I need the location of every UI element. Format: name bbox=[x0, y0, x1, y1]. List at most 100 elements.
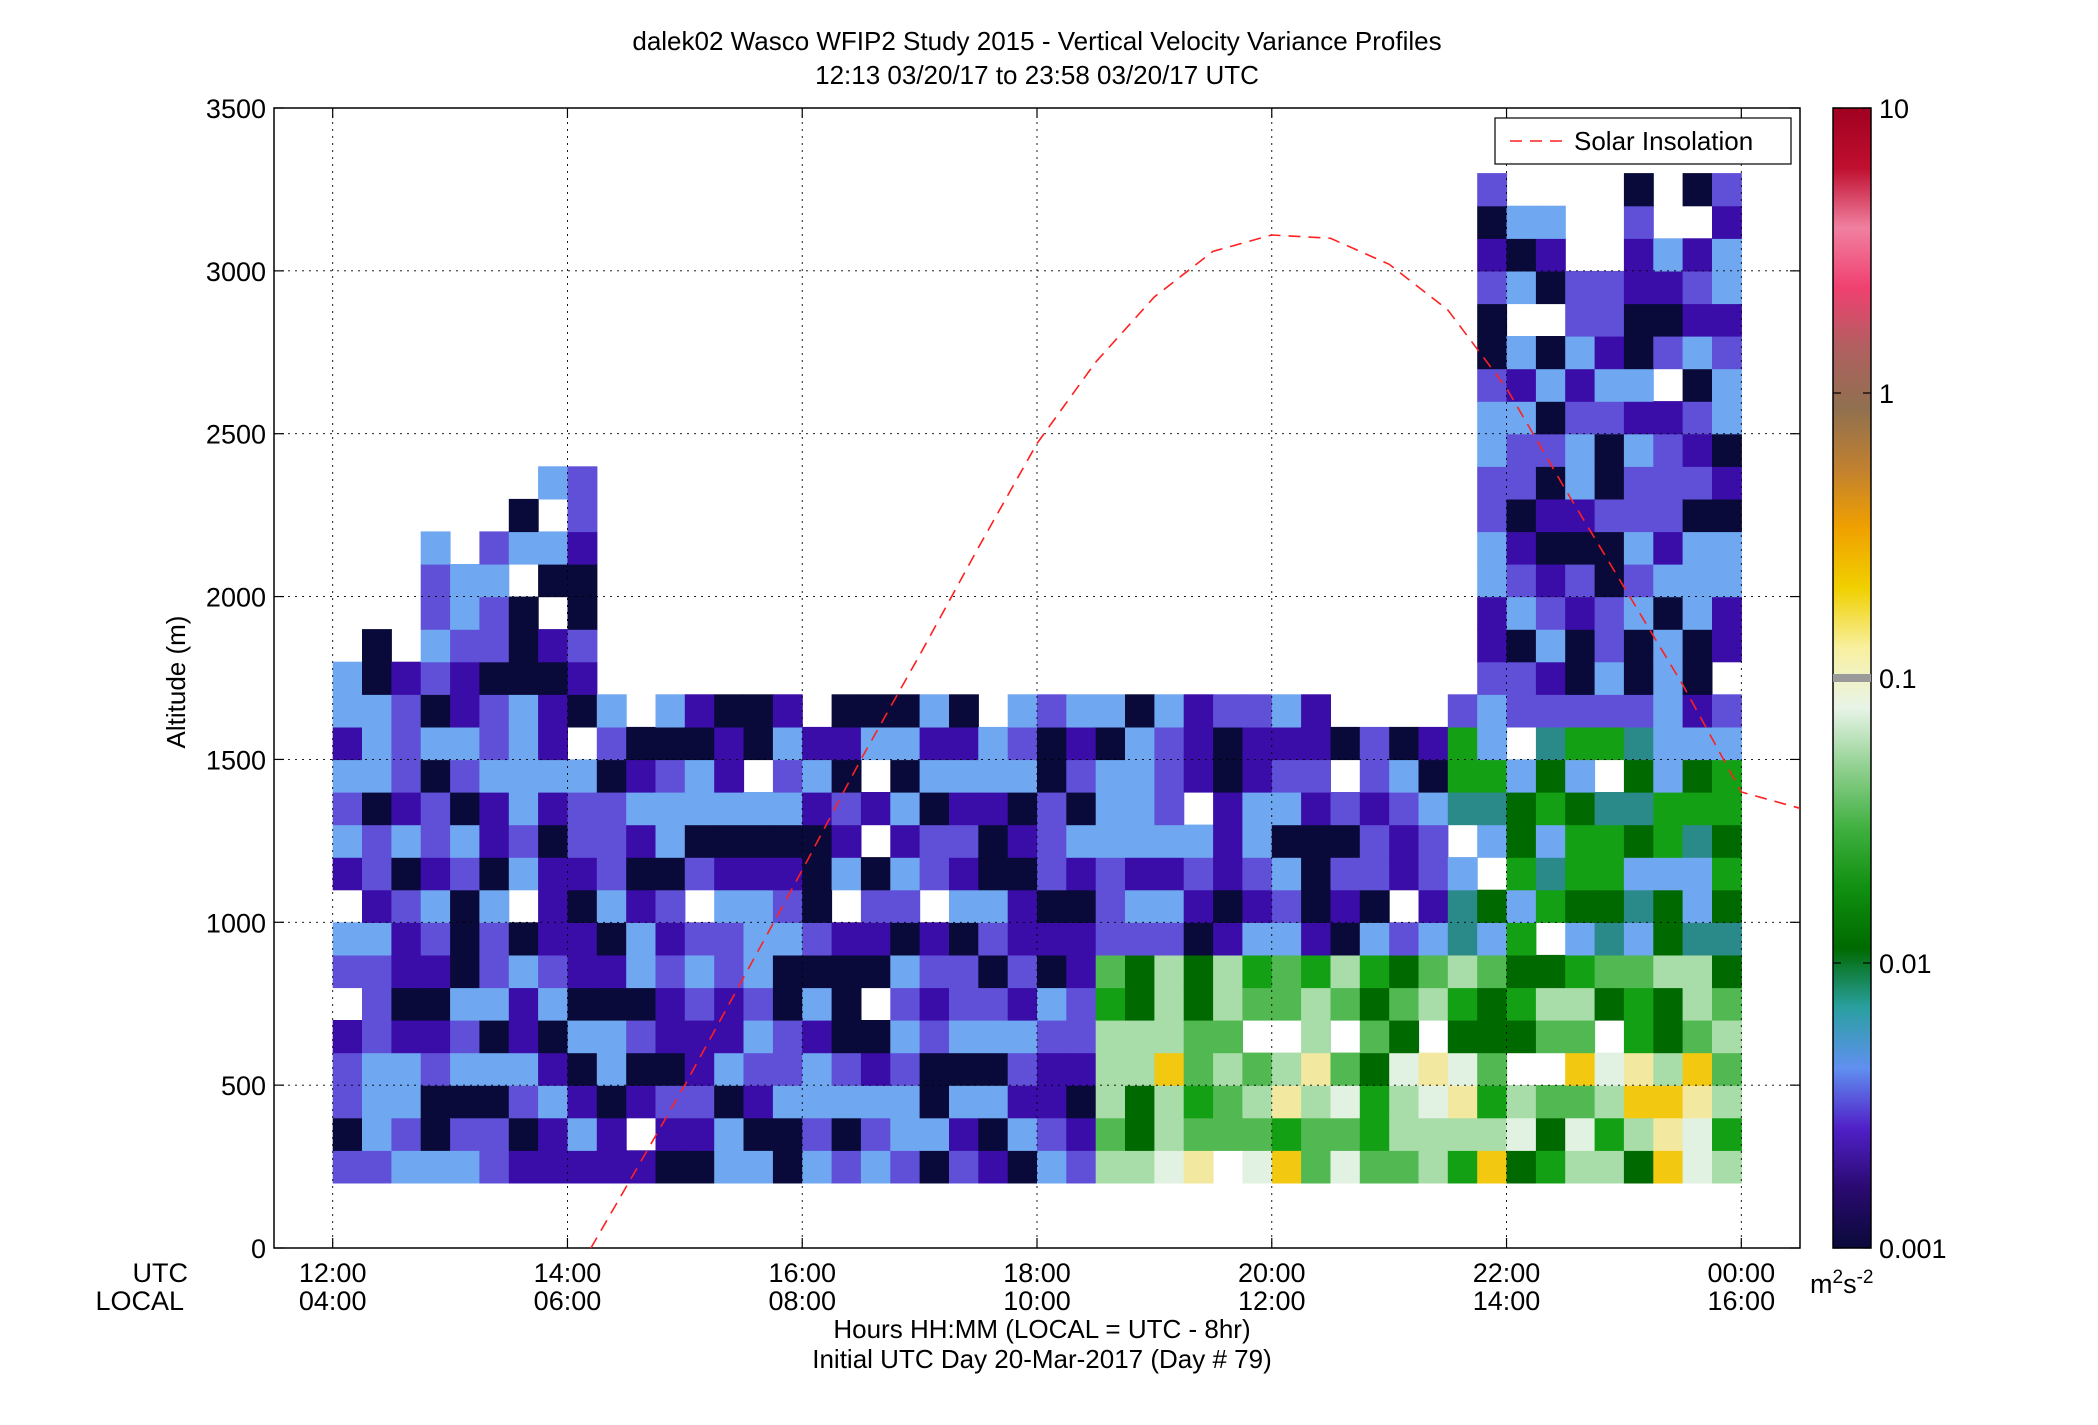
heatmap-cell bbox=[1477, 401, 1508, 435]
heatmap-cell bbox=[1301, 987, 1331, 1021]
heatmap-cell bbox=[1301, 1052, 1331, 1086]
heatmap-cell bbox=[1535, 759, 1566, 793]
heatmap-cell bbox=[1125, 889, 1155, 923]
heatmap-cell bbox=[479, 661, 510, 695]
y-tick-label: 1000 bbox=[206, 908, 266, 938]
heatmap-cell bbox=[1535, 564, 1566, 598]
heatmap-cell bbox=[538, 824, 568, 858]
heatmap-cell bbox=[772, 824, 803, 858]
heatmap-cell bbox=[1242, 1150, 1273, 1184]
heatmap-cell bbox=[1066, 726, 1097, 761]
heatmap-cell bbox=[1594, 336, 1625, 370]
heatmap-cell bbox=[890, 1150, 921, 1184]
heatmap-cell bbox=[1594, 498, 1625, 533]
heatmap-cell bbox=[1594, 1117, 1625, 1151]
heatmap-cell bbox=[684, 824, 715, 858]
heatmap-cell bbox=[1623, 303, 1654, 337]
heatmap-cell bbox=[1154, 1020, 1185, 1054]
heatmap-cell bbox=[1359, 792, 1390, 826]
heatmap-cell bbox=[450, 1150, 480, 1184]
heatmap-cell bbox=[655, 889, 686, 923]
heatmap-cell bbox=[1653, 759, 1684, 793]
heatmap-cell bbox=[1213, 1020, 1243, 1054]
heatmap-cell bbox=[391, 759, 422, 793]
heatmap-cell bbox=[450, 759, 480, 793]
heatmap-cell bbox=[450, 564, 480, 598]
heatmap-cell bbox=[1418, 1052, 1449, 1086]
heatmap-cell bbox=[1712, 1150, 1742, 1184]
heatmap-cell bbox=[978, 987, 1009, 1021]
heatmap-cell bbox=[1682, 726, 1713, 761]
heatmap-cell bbox=[538, 1117, 568, 1151]
x-axis-label: Hours HH:MM (LOCAL = UTC - 8hr) bbox=[833, 1314, 1250, 1344]
heatmap-cell bbox=[596, 857, 627, 891]
heatmap-cell bbox=[802, 857, 833, 891]
heatmap-cell bbox=[1037, 1150, 1067, 1184]
heatmap-cell bbox=[949, 792, 979, 826]
heatmap-cell bbox=[1037, 694, 1067, 728]
heatmap-cell bbox=[450, 857, 480, 891]
heatmap-cell bbox=[1271, 987, 1302, 1021]
heatmap-cell bbox=[772, 922, 803, 956]
heatmap-cell bbox=[802, 987, 833, 1021]
heatmap-cell bbox=[655, 922, 686, 956]
heatmap-cell bbox=[332, 1117, 363, 1151]
heatmap-cell bbox=[684, 1052, 715, 1086]
heatmap-cell bbox=[1037, 987, 1067, 1021]
heatmap-cell bbox=[1418, 759, 1449, 793]
heatmap-cell bbox=[1682, 987, 1713, 1021]
heatmap-cell bbox=[831, 1085, 862, 1119]
heatmap-cell bbox=[1154, 759, 1185, 793]
heatmap-cell bbox=[1506, 564, 1537, 598]
heatmap-cell bbox=[1447, 792, 1478, 826]
heatmap-cell bbox=[1653, 922, 1684, 956]
heatmap-cell bbox=[508, 531, 539, 565]
heatmap-cell bbox=[508, 922, 539, 956]
heatmap-cell bbox=[332, 1150, 363, 1184]
heatmap-cell bbox=[1242, 987, 1273, 1021]
heatmap-cell bbox=[391, 824, 422, 858]
heatmap-cell bbox=[1712, 303, 1742, 337]
heatmap-cell bbox=[1271, 1085, 1302, 1119]
heatmap-cell bbox=[1653, 889, 1684, 923]
heatmap-cell bbox=[1095, 759, 1126, 793]
heatmap-cell bbox=[1506, 1020, 1537, 1054]
heatmap-cell bbox=[1066, 694, 1097, 728]
heatmap-cell bbox=[743, 1117, 774, 1151]
heatmap-cell bbox=[332, 922, 363, 956]
heatmap-cell bbox=[1653, 498, 1684, 533]
heatmap-cell bbox=[1565, 792, 1596, 826]
heatmap-cell bbox=[332, 824, 363, 858]
heatmap-cell bbox=[391, 922, 422, 956]
heatmap-cell bbox=[567, 661, 598, 695]
heatmap-cell bbox=[743, 694, 774, 728]
heatmap-cell bbox=[1712, 792, 1742, 826]
heatmap-cell bbox=[831, 857, 862, 891]
heatmap-cell bbox=[420, 889, 451, 923]
heatmap-cell bbox=[567, 922, 598, 956]
heatmap-cell bbox=[1712, 173, 1742, 207]
heatmap-cell bbox=[978, 889, 1009, 923]
heatmap-cell bbox=[1447, 759, 1478, 793]
solar-insolation-line bbox=[590, 234, 1801, 1249]
heatmap-cell bbox=[1653, 694, 1684, 728]
heatmap-cell bbox=[420, 1117, 451, 1151]
heatmap-cell bbox=[1623, 205, 1654, 239]
heatmap-cell bbox=[1271, 1052, 1302, 1086]
heatmap-cell bbox=[1213, 1085, 1243, 1119]
heatmap-cell bbox=[596, 694, 627, 728]
heatmap-cell bbox=[1213, 889, 1243, 923]
heatmap-cell bbox=[420, 629, 451, 663]
heatmap-cell bbox=[772, 1052, 803, 1086]
heatmap-cell bbox=[391, 1150, 422, 1184]
heatmap-cell bbox=[919, 1150, 950, 1184]
heatmap-cell bbox=[596, 1085, 627, 1119]
heatmap-cell bbox=[1125, 954, 1155, 989]
heatmap-cell bbox=[567, 629, 598, 663]
heatmap-cell bbox=[1154, 726, 1185, 761]
heatmap-cell bbox=[1477, 759, 1508, 793]
heatmap-cell bbox=[479, 564, 510, 598]
heatmap-cell bbox=[802, 954, 833, 989]
heatmap-cell bbox=[1477, 498, 1508, 533]
heatmap-cell bbox=[1007, 1085, 1038, 1119]
